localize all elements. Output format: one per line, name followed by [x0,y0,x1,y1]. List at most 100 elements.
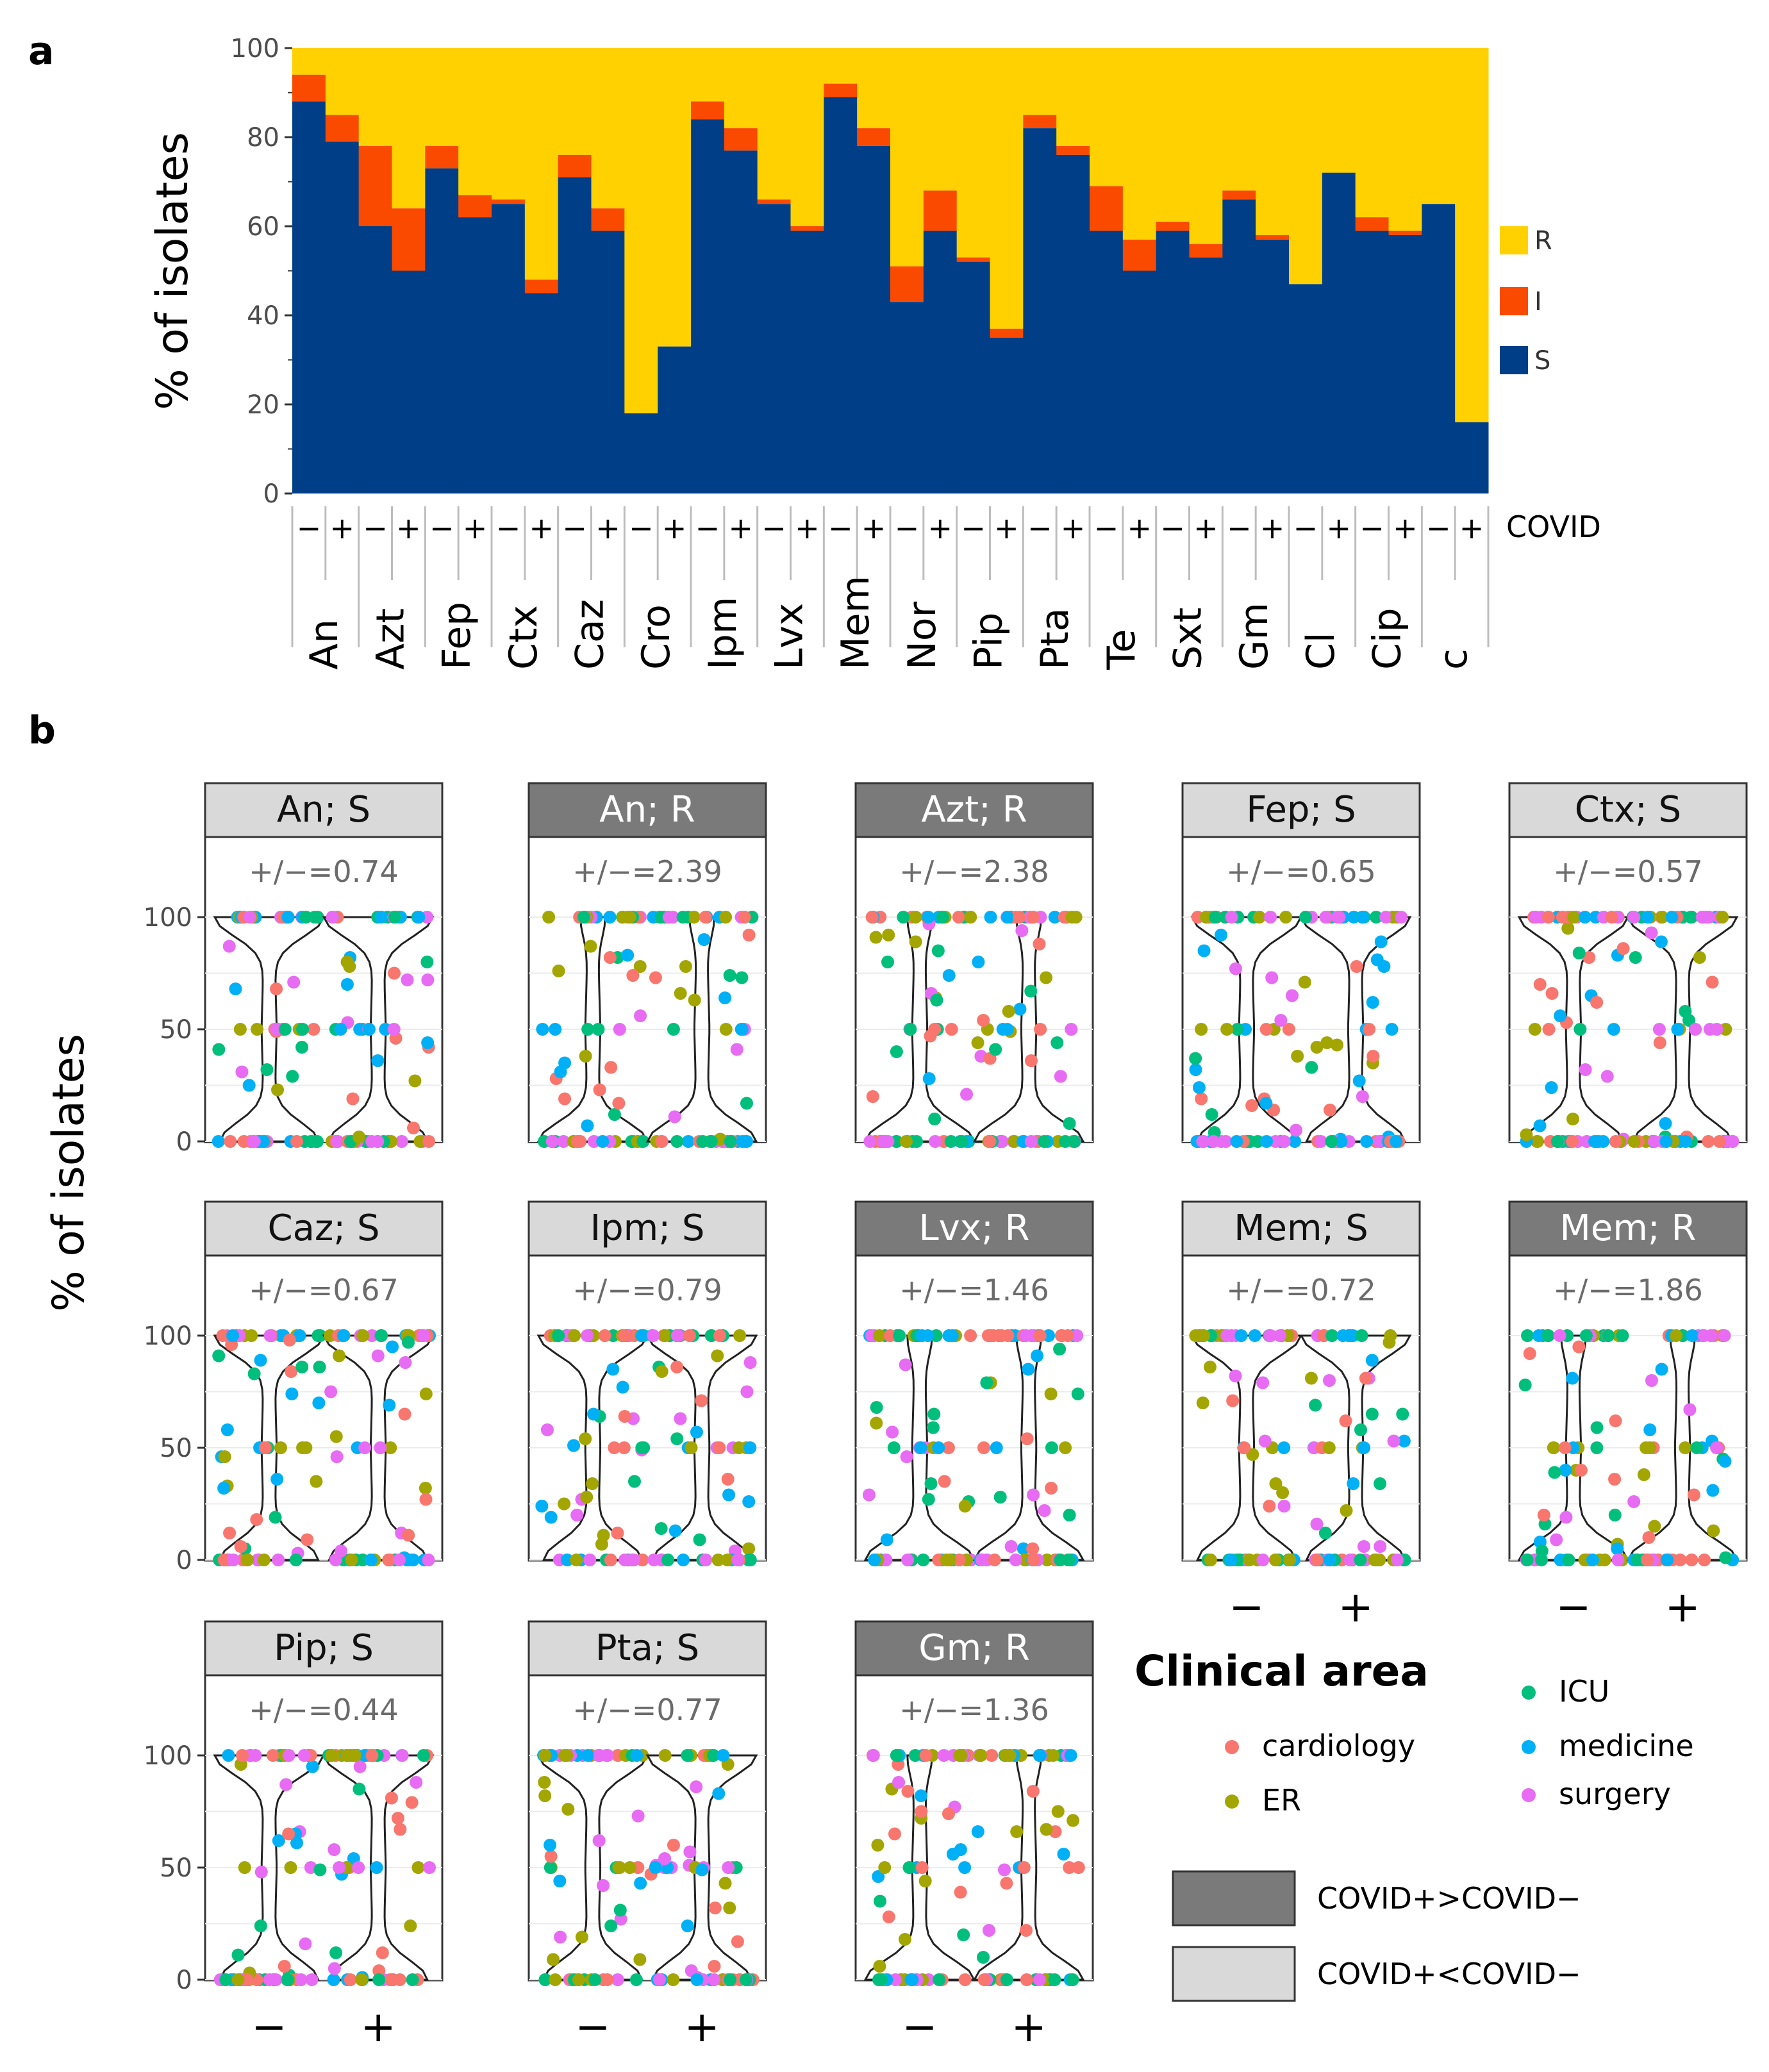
point-surgery [867,1749,880,1762]
point-surgery [1627,1495,1641,1508]
point-ICU [588,1973,602,1986]
point-medicine [1189,1063,1202,1076]
point-ICU [1059,1135,1072,1148]
point-surgery [1372,1135,1386,1148]
point-medicine [293,1329,306,1342]
legend-label-R: R [1534,226,1552,256]
point-cardiology [626,969,640,982]
bar-R [1422,48,1456,204]
point-cardiology [307,1023,320,1036]
point-surgery [554,1930,567,1944]
point-medicine [1655,1363,1668,1376]
point-cardiology [278,1960,291,1973]
point-ER [356,1329,370,1342]
point-surgery [631,1809,645,1823]
point-medicine [561,1554,574,1566]
point-medicine [353,1023,367,1036]
point-cardiology [290,1135,304,1148]
point-surgery [1286,989,1299,1002]
point-surgery [613,1023,626,1036]
point-ER [1040,971,1053,984]
bar-I [558,154,592,178]
covid-sign: + [329,511,354,545]
point-cardiology [985,1749,999,1762]
point-surgery [722,1861,735,1874]
point-surgery [1683,1403,1697,1416]
point-cardiology [1642,1531,1656,1544]
point-medicine [603,911,617,924]
point-medicine [1641,911,1655,924]
point-ER [1252,911,1266,924]
point-surgery [1395,911,1408,924]
point-ICU [989,1043,1002,1056]
point-medicine [914,1789,927,1802]
point-surgery [1274,1014,1288,1027]
point-cardiology [915,1861,929,1874]
point-ER [1719,1023,1732,1036]
point-medicine [1706,1484,1720,1497]
bar-S [1289,284,1323,493]
bar-S [292,101,326,493]
point-cardiology [604,1061,618,1074]
point-surgery [1070,1329,1084,1342]
point-surgery [1710,1023,1723,1036]
point-ER [720,1554,734,1566]
covid-sign: + [1459,511,1484,545]
bar-S [1189,257,1223,493]
point-ER [345,1554,358,1566]
point-cardiology [405,1796,419,1809]
point-ICU [902,1861,916,1874]
point-ICU [286,1070,299,1083]
point-ICU [1066,1973,1079,1986]
point-ICU [1518,1379,1532,1391]
point-surgery [254,1866,268,1878]
point-ICU [1551,1135,1565,1148]
point-surgery [1689,1023,1702,1036]
y-tick-label: 100 [144,1741,192,1771]
point-medicine [383,1398,396,1412]
point-surgery [358,1441,372,1454]
point-medicine [681,1919,694,1932]
point-surgery [881,1135,895,1148]
point-surgery [1652,1023,1666,1036]
x-category-label: − [1229,1582,1264,1632]
point-surgery [279,1778,293,1791]
point-medicine [1611,1542,1624,1555]
point-ICU [1189,1052,1202,1065]
point-surgery [1322,1374,1336,1387]
point-medicine [1365,1354,1379,1367]
point-surgery [1550,1533,1563,1546]
strip-legend-swatch [1172,1870,1296,1927]
point-medicine [1370,953,1384,966]
bar-R [1222,48,1256,191]
point-ER [1291,1050,1304,1063]
point-cardiology [388,966,401,980]
point-medicine [386,1340,399,1354]
antibiotic-label: Gm [1232,602,1277,670]
covid-sign: − [961,511,986,545]
point-medicine [1643,1423,1657,1436]
point-surgery [333,1861,346,1874]
bar-S [824,97,858,493]
bar-I [1156,222,1190,231]
point-medicine [742,1495,756,1508]
y-tick-label: 50 [160,1015,192,1045]
point-ER [719,1023,733,1036]
point-ICU [1231,1023,1244,1036]
point-ICU [740,1973,753,1986]
point-surgery [365,1329,379,1342]
point-ER [882,929,895,941]
point-surgery [421,974,435,986]
bar-S [325,141,360,493]
point-medicine [634,1877,647,1890]
covid-sign: − [1027,511,1052,545]
point-medicine [712,1787,726,1800]
point-ICU [1608,1509,1622,1521]
point-ER [1040,1823,1053,1836]
point-cardiology [1350,960,1363,973]
point-ER [633,960,647,973]
point-medicine [872,1870,885,1883]
point-medicine [616,1380,629,1394]
point-surgery [399,1356,412,1369]
